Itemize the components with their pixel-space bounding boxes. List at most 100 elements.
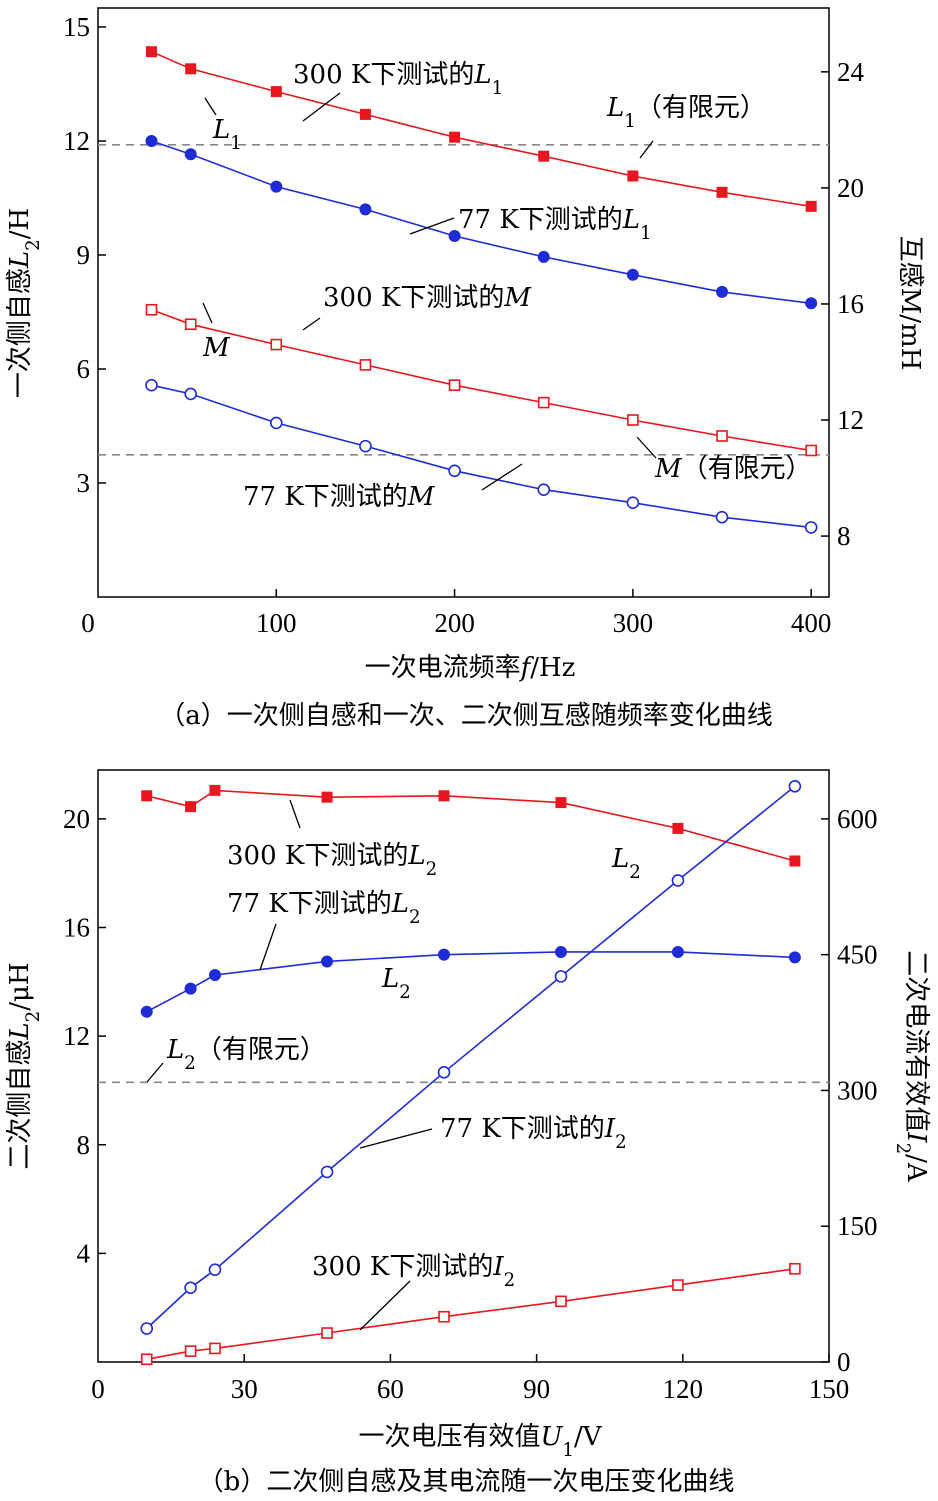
annotation-label-part: L xyxy=(391,889,409,919)
x-axis-title-part: /Hz xyxy=(530,653,575,683)
leader-line xyxy=(359,1280,411,1331)
data-point xyxy=(448,230,461,242)
data-point xyxy=(449,131,461,143)
annotation-label-part: L xyxy=(166,1035,184,1065)
series-0-0 xyxy=(145,46,817,212)
annotation-label-part: 77 K下测试的 xyxy=(243,482,408,512)
annotation-label-part: 2 xyxy=(426,859,438,880)
annotation-label-part: （有限元） xyxy=(196,1035,326,1065)
data-point xyxy=(209,1342,221,1355)
leader-line xyxy=(289,799,301,829)
data-point xyxy=(438,790,450,802)
annotation-label-part: M xyxy=(654,454,683,484)
y2-tick-label: 12 xyxy=(837,405,864,435)
y2-tick-label: 24 xyxy=(837,57,865,87)
data-point xyxy=(184,982,197,995)
data-point xyxy=(184,387,198,401)
data-point xyxy=(184,318,197,331)
data-point xyxy=(554,945,567,958)
data-point xyxy=(438,1310,450,1323)
leader-line xyxy=(259,923,277,971)
data-point xyxy=(554,970,568,983)
y2-axis-title-part: 二次电流有效值 xyxy=(901,950,931,1132)
series-line xyxy=(151,309,812,452)
y-tick-label: 16 xyxy=(63,913,90,943)
annotation-label-part: I xyxy=(604,1114,616,1144)
annotation-label-part: 2 xyxy=(409,907,421,928)
x-tick-label: 200 xyxy=(434,608,475,638)
data-point xyxy=(321,955,334,968)
figure-caption: （a）一次侧自感和一次、二次侧互感随频率变化曲线 xyxy=(159,701,773,731)
data-point xyxy=(804,521,818,534)
data-point xyxy=(538,150,550,162)
annotation-label-part: 300 K下测试的 xyxy=(312,1252,493,1282)
y-tick-label: 12 xyxy=(63,126,90,156)
data-point xyxy=(359,439,372,453)
y-tick-label: 9 xyxy=(77,240,91,270)
annotation-label-part: 1 xyxy=(230,133,242,154)
y-tick-label: 12 xyxy=(63,1021,90,1051)
y2-tick-label: 0 xyxy=(837,1347,851,1377)
data-point xyxy=(671,874,685,887)
annotation-label: L2 xyxy=(381,964,411,1003)
data-point xyxy=(145,378,158,392)
leader-line xyxy=(639,140,654,159)
data-point xyxy=(270,338,283,351)
y-tick-label: 3 xyxy=(77,468,91,498)
data-point xyxy=(321,1327,333,1339)
x-axis-title: 一次电流频率f/Hz xyxy=(365,653,576,683)
y2-axis-title-part: 互感M/mH xyxy=(895,236,925,371)
data-point xyxy=(789,855,801,867)
x-tick-label: 400 xyxy=(791,608,832,638)
data-point xyxy=(805,297,818,310)
y-axis-title: 二次侧自感L2/μH xyxy=(5,962,44,1169)
annotation-label: L2 xyxy=(611,844,641,883)
y2-tick-label: 16 xyxy=(837,289,864,319)
annotation-label: M xyxy=(202,333,231,363)
annotation-label: 300 K下测试的L1 xyxy=(293,60,503,99)
y-axis-title-part: 2 xyxy=(23,239,44,251)
y2-axis-title-part: I xyxy=(901,1131,931,1143)
data-point xyxy=(715,510,729,524)
x-axis-title: 一次电压有效值U1/V xyxy=(358,1422,602,1461)
annotation-label-part: I xyxy=(492,1252,504,1282)
data-point xyxy=(788,779,802,793)
data-point xyxy=(555,1295,567,1308)
annotation-label-part: M xyxy=(202,333,231,363)
data-point xyxy=(208,969,221,982)
data-point xyxy=(672,1279,684,1291)
data-point xyxy=(437,1066,451,1079)
y-axis-title: 一次侧自感L2/H xyxy=(5,208,44,398)
data-point xyxy=(184,1345,197,1357)
x-axis-title-part: 一次电流频率 xyxy=(365,653,521,683)
annotation-label-part: 77 K下测试的 xyxy=(458,205,623,235)
annotation-label-part: 77 K下测试的 xyxy=(227,889,392,919)
data-point xyxy=(627,170,639,182)
data-point xyxy=(209,784,221,796)
annotation-label-part: 300 K下测试的 xyxy=(293,60,474,90)
annotation-label-part: L xyxy=(381,964,399,994)
y2-axis-title-part: /A xyxy=(901,1154,931,1183)
data-point xyxy=(359,108,371,120)
data-point xyxy=(141,790,153,802)
data-point xyxy=(140,1322,154,1335)
x-axis-title-part: U xyxy=(540,1422,563,1452)
annotation-label: L1 xyxy=(212,115,242,154)
data-point xyxy=(320,1165,334,1179)
x-tick-label: 0 xyxy=(81,608,95,638)
y-axis-title-part: 一次侧自感 xyxy=(5,268,35,398)
annotation-label-part: L xyxy=(407,841,425,871)
x-tick-label: 150 xyxy=(809,1374,850,1404)
annotation-label-part: 2 xyxy=(615,1132,627,1153)
leader-line xyxy=(146,1062,164,1083)
data-point xyxy=(448,379,461,391)
annotation-label: L1（有限元） xyxy=(606,93,766,132)
data-point xyxy=(269,416,283,430)
annotation-label-part: 2 xyxy=(504,1270,516,1291)
data-point xyxy=(716,186,728,198)
annotation-label-part: 1 xyxy=(492,78,504,99)
data-point xyxy=(270,180,283,193)
